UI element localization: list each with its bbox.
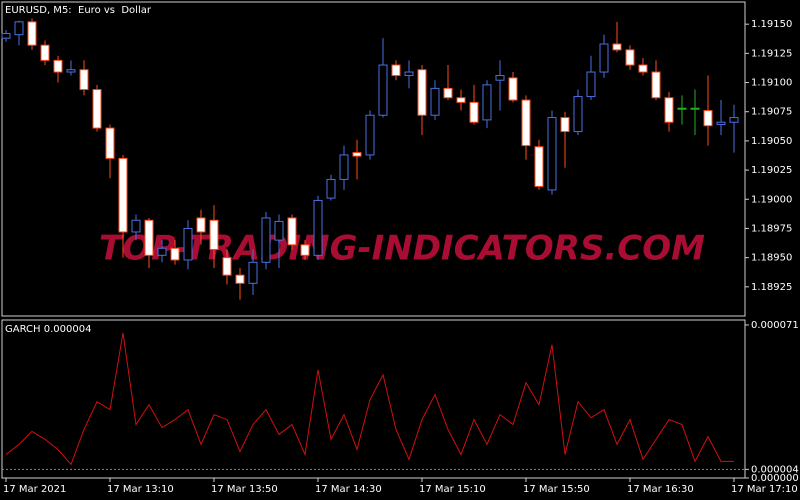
candle-body — [417, 69, 427, 116]
indicator-title: GARCH 0.000004 — [5, 324, 91, 335]
candle-body — [274, 220, 284, 241]
candle-body — [300, 244, 310, 256]
y-tick-label: 0.000004 — [751, 464, 799, 475]
y-tick-label: 1.19000 — [751, 194, 792, 205]
indicator-panel-frame — [1, 319, 746, 479]
candle-body — [66, 69, 76, 73]
candle-body — [677, 107, 687, 110]
candle-body — [365, 114, 375, 156]
candle-body — [560, 117, 570, 133]
candle-body — [157, 247, 167, 256]
y-tick-label: 0.000071 — [751, 320, 799, 331]
candle-body — [235, 274, 245, 284]
candle-body — [40, 44, 50, 61]
candle-body — [521, 99, 531, 147]
candle-body — [53, 59, 63, 73]
candle-body — [573, 96, 583, 133]
y-tick-label: 1.19050 — [751, 136, 792, 147]
candle-body — [144, 219, 154, 256]
garch-line — [5, 332, 734, 466]
candle-body — [352, 152, 362, 157]
candle-body — [339, 154, 349, 180]
candle-body — [131, 219, 141, 233]
candle-body — [248, 261, 258, 284]
y-tick-label: 1.18950 — [751, 253, 792, 264]
candle-body — [586, 71, 596, 98]
candle-body — [261, 217, 271, 263]
candle-body — [118, 157, 128, 233]
y-tick-label: 0.000000 — [751, 473, 799, 484]
candle-body — [482, 84, 492, 121]
x-tick-label: 17 Mar 2021 — [3, 484, 66, 495]
candle-body — [222, 257, 232, 276]
y-tick-label: 1.19025 — [751, 165, 792, 176]
x-tick-label: 17 Mar 15:10 — [419, 484, 486, 495]
candle-body — [170, 247, 180, 261]
candle-body — [183, 227, 193, 261]
candle-body — [391, 64, 401, 77]
y-tick-label: 1.19150 — [751, 19, 792, 30]
candle-body — [1, 33, 11, 39]
candle-body — [651, 71, 661, 99]
candle-body — [378, 64, 388, 116]
y-tick-label: 1.18925 — [751, 282, 792, 293]
candle-body — [287, 217, 297, 246]
y-tick-label: 1.19125 — [751, 48, 792, 59]
candle-body — [313, 199, 323, 256]
x-tick-label: 17 Mar 14:30 — [315, 484, 382, 495]
candle-body — [79, 69, 89, 91]
candle-body — [599, 43, 609, 73]
y-tick-label: 1.18975 — [751, 223, 792, 234]
candle-body — [27, 21, 37, 46]
candle-body — [209, 219, 219, 250]
x-tick-label: 17 Mar 17:10 — [731, 484, 798, 495]
candle-body — [690, 107, 700, 110]
candle-body — [729, 117, 739, 123]
candle-body — [92, 89, 102, 129]
x-tick-label: 17 Mar 13:50 — [211, 484, 278, 495]
candle-body — [443, 87, 453, 99]
candle-body — [508, 77, 518, 101]
candle-body — [664, 97, 674, 123]
candle-body — [456, 97, 466, 103]
candle-body — [703, 110, 713, 127]
candle-body — [612, 43, 622, 51]
candle-body — [534, 146, 544, 187]
candle-body — [404, 71, 414, 77]
candle-body — [105, 127, 115, 159]
y-tick-label: 1.19075 — [751, 107, 792, 118]
candle-body — [495, 75, 505, 81]
candle-body — [326, 178, 336, 199]
candle-body — [638, 64, 648, 73]
candle-body — [196, 217, 206, 233]
price-panel-frame — [1, 1, 746, 317]
x-tick-label: 17 Mar 13:10 — [107, 484, 174, 495]
y-tick-label: 1.19100 — [751, 78, 792, 89]
candle-body — [625, 49, 635, 66]
x-tick-label: 17 Mar 15:50 — [523, 484, 590, 495]
chart-title: EURUSD, M5: Euro vs Dollar — [5, 5, 152, 16]
candle-body — [469, 101, 479, 123]
candle-body — [547, 117, 557, 191]
candle-body — [716, 121, 726, 126]
candle-body — [430, 87, 440, 116]
candle-body — [14, 21, 24, 36]
x-tick-label: 17 Mar 16:30 — [627, 484, 694, 495]
watermark: TOP-TRADING-INDICATORS.COM — [99, 229, 705, 269]
